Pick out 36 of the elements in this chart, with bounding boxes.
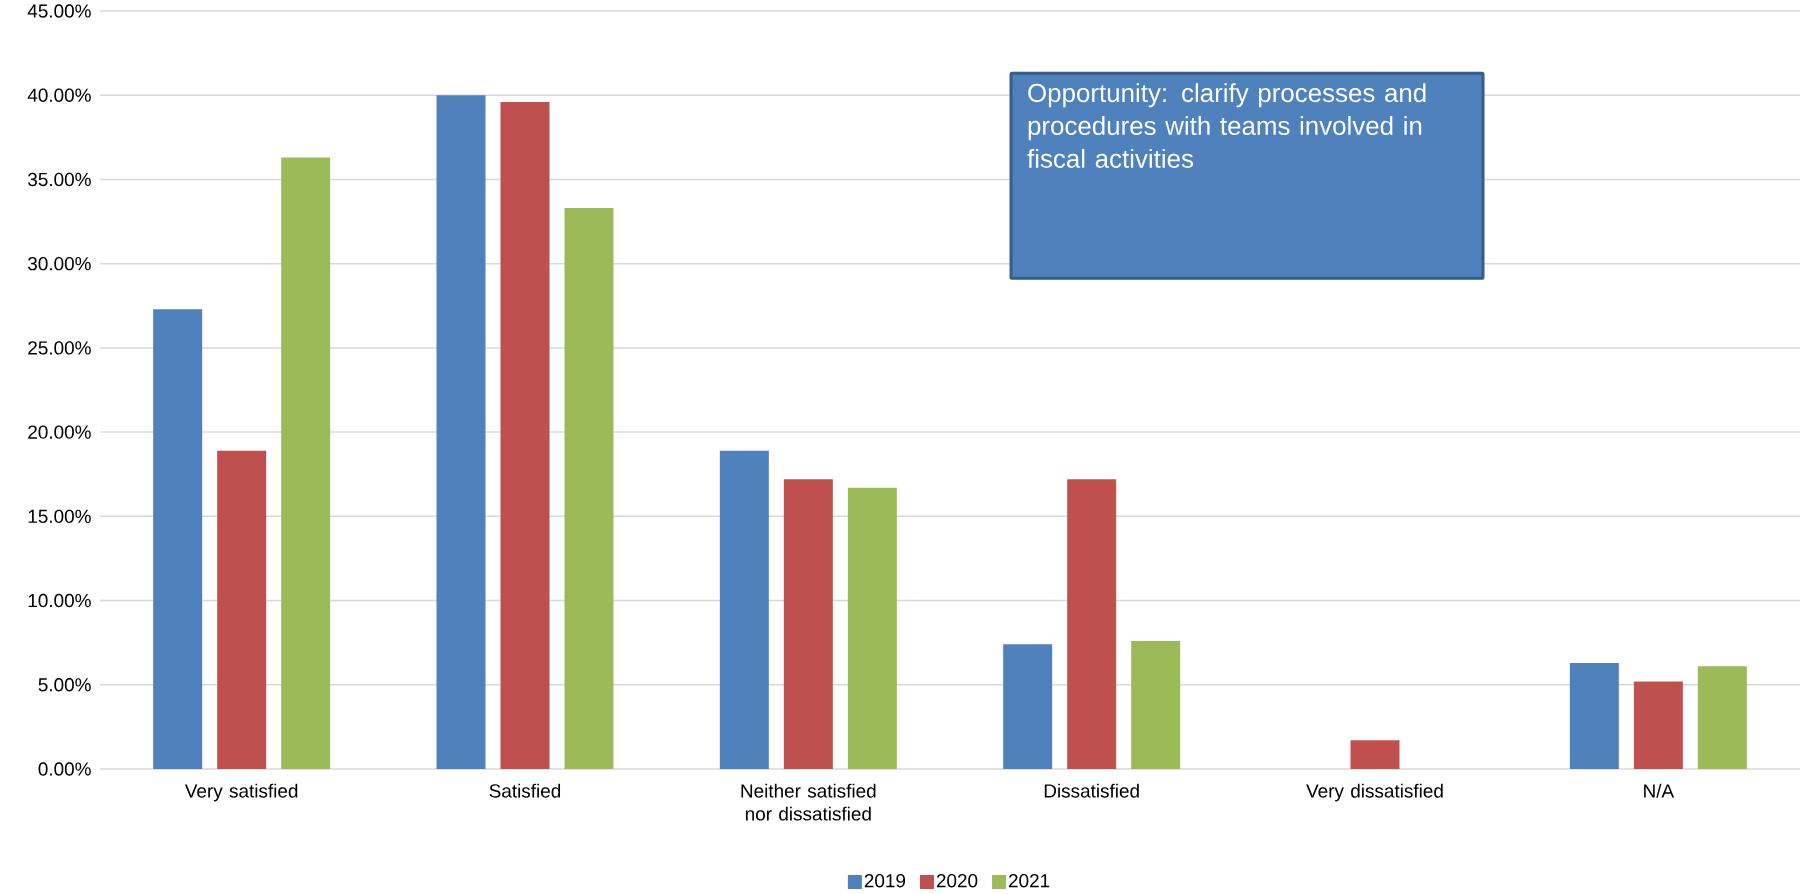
y-tick-label: 35.00%: [28, 172, 91, 187]
y-tick-label: 0.00%: [38, 762, 91, 776]
bar: [281, 157, 331, 769]
bar: [500, 101, 550, 769]
y-tick-label: 20.00%: [28, 425, 91, 439]
bar: [217, 450, 267, 769]
bar: [1633, 681, 1683, 769]
x-tick-label: N/A: [1644, 783, 1675, 798]
y-tick-label: 10.00%: [28, 593, 91, 608]
bar: [153, 309, 203, 769]
bar: [1003, 644, 1053, 769]
bar: [847, 487, 897, 769]
bar: [783, 479, 833, 769]
annotation: Opportunity: clarify processes and procedures with teams involved in fiscal activities: [1027, 83, 1426, 168]
x-tick-label: Satisfied: [489, 783, 561, 798]
y-tick-label: 30.00%: [28, 256, 91, 271]
x-tick-label: Very dissatisfied: [1306, 783, 1443, 802]
legend-label: 2021: [1009, 873, 1050, 888]
y-tick-label: 45.00%: [27, 4, 91, 18]
x-tick-label: Neither satisfied nor dissatisfied: [741, 783, 876, 821]
y-tick-label: 5.00%: [38, 678, 91, 692]
y-tick-label: 40.00%: [27, 88, 91, 102]
y-tick-label: 15.00%: [28, 509, 91, 524]
bar: [564, 208, 614, 769]
x-tick-label: Dissatisfied: [1044, 783, 1139, 798]
bar: [436, 95, 486, 769]
bar: [1697, 666, 1747, 769]
legend-label: 2020: [936, 873, 978, 888]
x-tick-label: Very satisfied: [184, 783, 298, 802]
bar: [1569, 662, 1619, 769]
bar: [1067, 479, 1117, 769]
y-tick-label: 25.00%: [28, 341, 91, 355]
bar: [1131, 640, 1181, 769]
legend-label: 2019: [864, 873, 906, 888]
bar: [719, 450, 769, 769]
bar: [1350, 740, 1400, 769]
